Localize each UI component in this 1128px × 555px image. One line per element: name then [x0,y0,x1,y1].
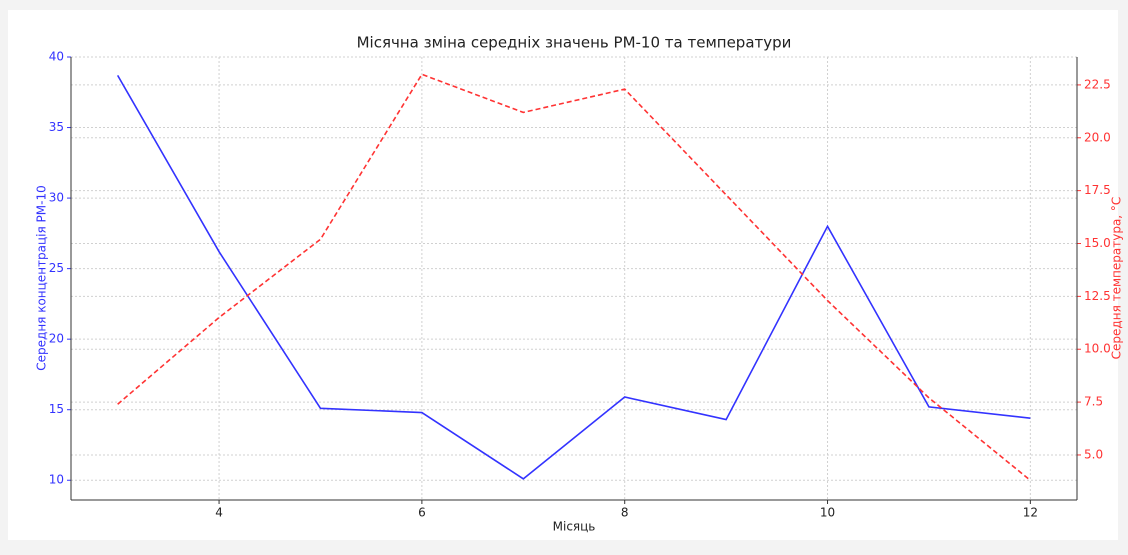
y-tick-label: 40 [49,50,64,64]
y2-tick-label: 5.0 [1084,447,1103,461]
y2-tick-label: 10.0 [1084,342,1111,356]
y-tick-label: 30 [49,191,64,205]
card [8,10,1118,540]
y2-tick-label: 20.0 [1084,130,1111,144]
series-line [116,74,1031,480]
y-tick-label: 10 [49,473,64,487]
x-tick-label: 6 [418,506,426,520]
x-tick-label: 12 [1023,506,1038,520]
y-tick-label: 35 [49,120,64,134]
y2-tick-label: 15.0 [1084,236,1111,250]
x-tick-label: 4 [215,506,223,520]
y-tick-label: 15 [49,402,64,416]
y2-axis-label: Середня температура, °C [1110,197,1124,360]
x-tick-label: 10 [820,506,835,520]
x-tick-label: 8 [621,506,629,520]
y-tick-label: 20 [49,332,64,346]
x-axis-label: Місяць [553,520,596,534]
y-axis-label: Середня концентрація PM-10 [35,185,49,370]
y2-tick-label: 12.5 [1084,289,1111,303]
y2-tick-label: 17.5 [1084,183,1111,197]
y2-tick-label: 22.5 [1084,77,1111,91]
chart-title: Місячна зміна середніх значень PM-10 та … [357,34,792,52]
y2-tick-label: 7.5 [1084,395,1103,409]
y-tick-label: 25 [49,261,64,275]
